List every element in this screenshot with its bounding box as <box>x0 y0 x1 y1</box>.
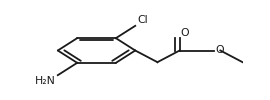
Text: Cl: Cl <box>137 15 147 25</box>
Text: H₂N: H₂N <box>35 76 56 86</box>
Text: O: O <box>215 45 224 55</box>
Text: O: O <box>181 28 189 38</box>
